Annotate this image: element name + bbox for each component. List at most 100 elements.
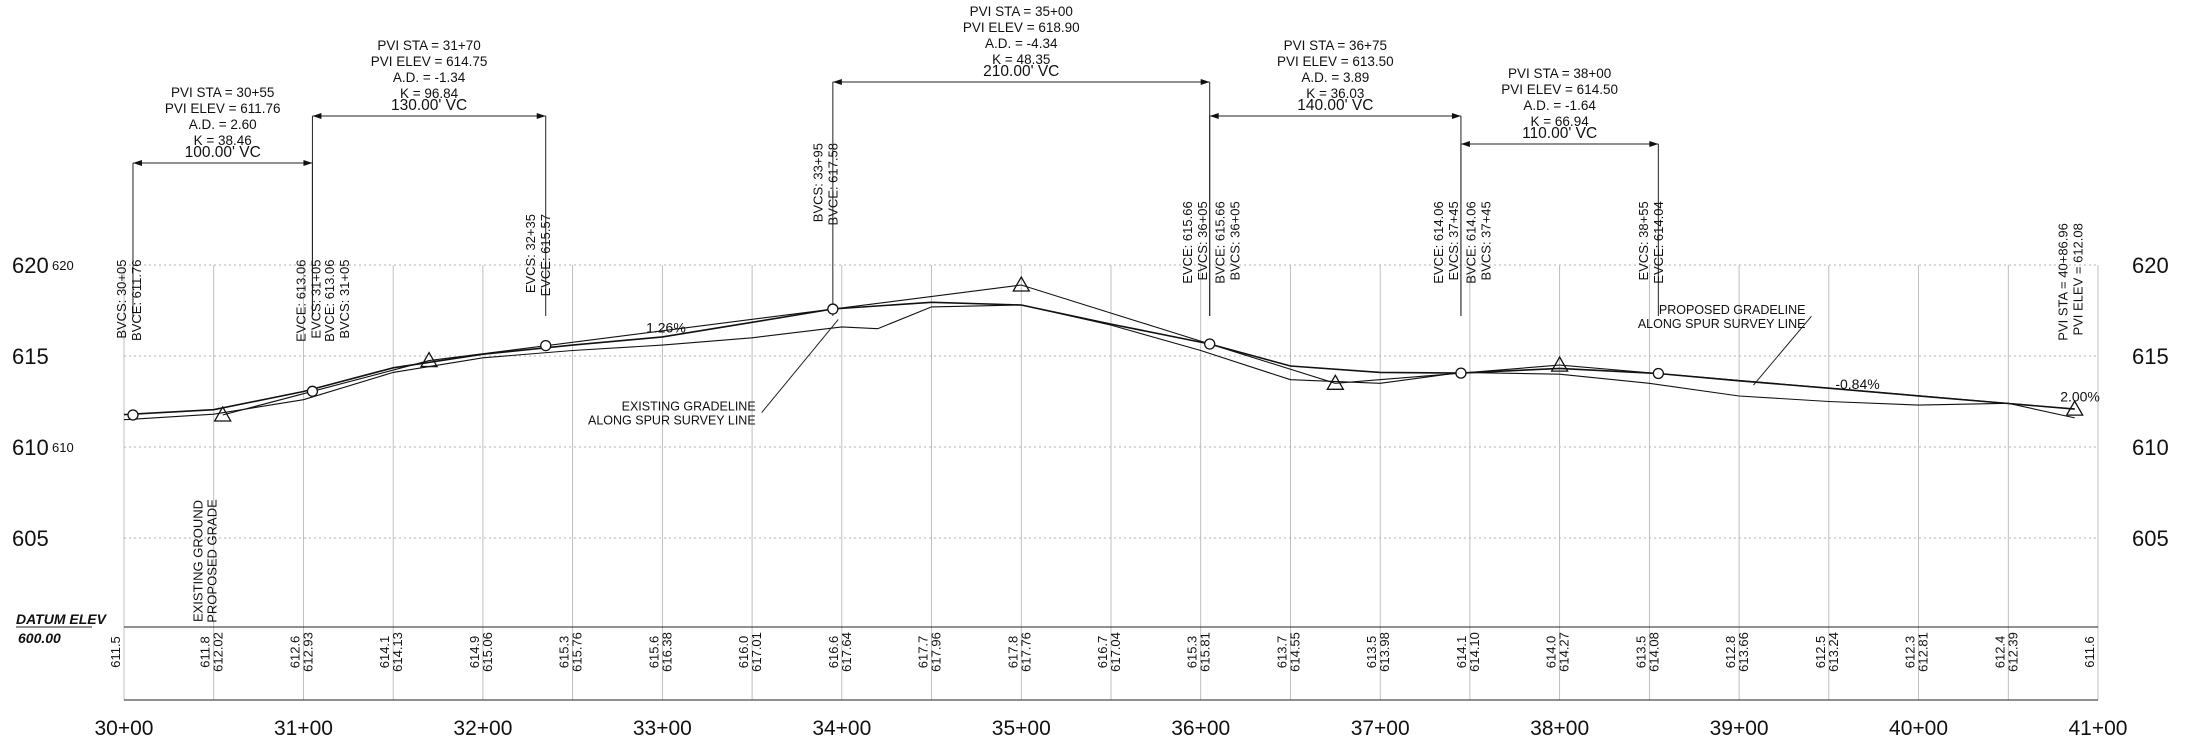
proposed-elevation: 612.93 <box>300 632 315 672</box>
datum-value: 600.00 <box>18 630 61 646</box>
proposed-elevation: 612.02 <box>211 632 226 672</box>
station-vertical-label: BVCS: 36+05 <box>1227 201 1242 280</box>
vc-point-marker <box>1455 367 1467 379</box>
existing-elevation: 613.7 <box>1274 636 1289 669</box>
arrowhead <box>312 113 322 119</box>
station-vertical-label: EVCE: 615.66 <box>1180 201 1195 283</box>
existing-elevation: 611.6 <box>2082 636 2097 668</box>
existing-elevation: 612.4 <box>1992 636 2007 669</box>
existing-elevation: 615.3 <box>557 636 572 669</box>
curve-data-line: K = 36.03 <box>1306 86 1364 101</box>
proposed-grade-line <box>123 301 2075 416</box>
station-vertical-label: BVCS: 33+95 <box>810 143 825 222</box>
proposed-elevation: 617.64 <box>839 632 854 672</box>
station-tick-label: 36+00 <box>1171 717 1230 740</box>
y-tick-label-left: 615 <box>12 344 49 369</box>
station-vertical-label: BVCE: 617.58 <box>825 143 840 225</box>
curve-data-line: PVI ELEV = 611.76 <box>165 101 281 116</box>
y-tick-label-small: 610 <box>52 440 74 455</box>
existing-elevation: 615.3 <box>1185 636 1200 669</box>
proposed-elevation: 613.66 <box>1736 632 1751 672</box>
station-tick-label: 40+00 <box>1889 717 1948 740</box>
existing-elevation: 611.8 <box>198 636 213 668</box>
pvi-triangle-marker <box>1550 355 1569 372</box>
curve-data-line: PVI ELEV = 614.75 <box>371 54 488 69</box>
grade-percent-label: 1.26% <box>646 319 686 335</box>
curve-length-label: 210.00' VC <box>983 63 1059 80</box>
station-vertical-label: BVCS: 31+05 <box>337 260 352 339</box>
existing-elevation: 613.5 <box>1364 636 1379 669</box>
station-vertical-label: EVCE: 614.04 <box>1651 201 1666 283</box>
callout-text: EXISTING GRADELINE <box>622 400 756 414</box>
curve-data-line: K = 66.94 <box>1531 114 1590 129</box>
proposed-elevation: 613.98 <box>1377 632 1392 672</box>
vc-point-marker <box>827 303 839 315</box>
curve-data-line: PVI STA = 31+70 <box>377 38 480 53</box>
curve-data-line: PVI ELEV = 613.50 <box>1277 54 1394 69</box>
datum-label: DATUM ELEV <box>16 611 108 627</box>
arrowhead <box>536 113 546 119</box>
station-tick-label: 35+00 <box>992 717 1051 740</box>
legend-vertical-text: EXISTING GROUND <box>191 500 206 622</box>
proposed-elevation: 616.38 <box>659 632 674 672</box>
station-vertical-label: PVI STA = 40+86.96 <box>2056 223 2071 341</box>
existing-elevation: 617.7 <box>916 636 931 669</box>
station-vertical-label: EVCS: 37+45 <box>1446 201 1461 280</box>
station-vertical-label: EVCE: 615.57 <box>538 214 553 296</box>
curve-data-line: A.D. = -1.34 <box>393 70 466 85</box>
proposed-elevation: 614.08 <box>1646 632 1661 672</box>
proposed-elevation: 615.06 <box>480 632 495 672</box>
curve-data-line: PVI STA = 35+00 <box>970 4 1073 19</box>
proposed-elevation: 617.01 <box>749 632 764 672</box>
curve-length-label: 100.00' VC <box>185 144 261 161</box>
vc-point-marker <box>127 409 139 421</box>
existing-elevation: 616.0 <box>736 636 751 669</box>
existing-elevation: 617.8 <box>1005 636 1020 669</box>
curve-data-line: PVI ELEV = 618.90 <box>963 20 1080 35</box>
existing-elevation: 612.5 <box>1813 636 1828 669</box>
vc-point-marker <box>1652 367 1664 380</box>
station-vertical-label: BVCE: 614.06 <box>1463 201 1478 283</box>
proposed-elevation: 617.96 <box>929 632 944 672</box>
callout-text: ALONG SPUR SURVEY LINE <box>588 414 756 428</box>
station-vertical-label: BVCS: 37+45 <box>1478 201 1493 280</box>
station-tick-label: 33+00 <box>633 717 692 740</box>
station-tick-label: 37+00 <box>1351 717 1410 740</box>
curve-data-line: K = 96.84 <box>400 86 459 101</box>
station-vertical-label: PVI ELEV = 612.08 <box>2071 223 2086 335</box>
y-tick-label-left: 620 <box>12 253 49 278</box>
existing-elevation: 614.9 <box>467 636 482 669</box>
station-tick-label: 31+00 <box>274 717 333 740</box>
y-tick-label-right: 615 <box>2132 344 2169 369</box>
existing-elevation: 614.1 <box>1454 636 1469 669</box>
station-tick-label: 41+00 <box>2069 717 2128 740</box>
curve-length-label: 130.00' VC <box>391 97 467 114</box>
callout-text: PROPOSED GRADELINE <box>1659 303 1806 317</box>
vc-point-marker <box>1204 338 1216 350</box>
station-vertical-label: EVCE: 614.06 <box>1431 201 1446 283</box>
station-vertical-label: EVCE: 613.06 <box>293 260 308 342</box>
station-vertical-label: EVCS: 32+35 <box>523 214 538 293</box>
station-tick-label: 38+00 <box>1530 717 1589 740</box>
existing-elevation: 612.8 <box>1723 636 1738 669</box>
arrowhead <box>1649 141 1659 147</box>
curve-data-line: A.D. = 3.89 <box>1301 70 1369 85</box>
curve-data-line: K = 48.35 <box>992 52 1050 67</box>
station-vertical-label: EVCS: 36+05 <box>1195 201 1210 280</box>
y-tick-label-right: 610 <box>2132 435 2169 460</box>
legend-vertical-text: PROPOSED GRADE <box>205 499 220 623</box>
callout-text: ALONG SPUR SURVEY LINE <box>1638 317 1806 331</box>
curve-length-label: 110.00' VC <box>1522 125 1597 142</box>
proposed-elevation: 613.24 <box>1826 632 1841 672</box>
proposed-elevation: 617.76 <box>1018 632 1033 672</box>
vc-point-marker <box>306 385 319 397</box>
existing-elevation: 614.1 <box>377 636 392 669</box>
existing-elevation: 614.0 <box>1544 636 1559 669</box>
station-vertical-label: BVCS: 30+05 <box>114 260 129 339</box>
callout-leader <box>761 319 839 413</box>
grade-percent-label: 2.00% <box>2060 389 2100 405</box>
station-tick-label: 34+00 <box>812 717 871 740</box>
curve-data-line: PVI STA = 36+75 <box>1284 38 1387 53</box>
